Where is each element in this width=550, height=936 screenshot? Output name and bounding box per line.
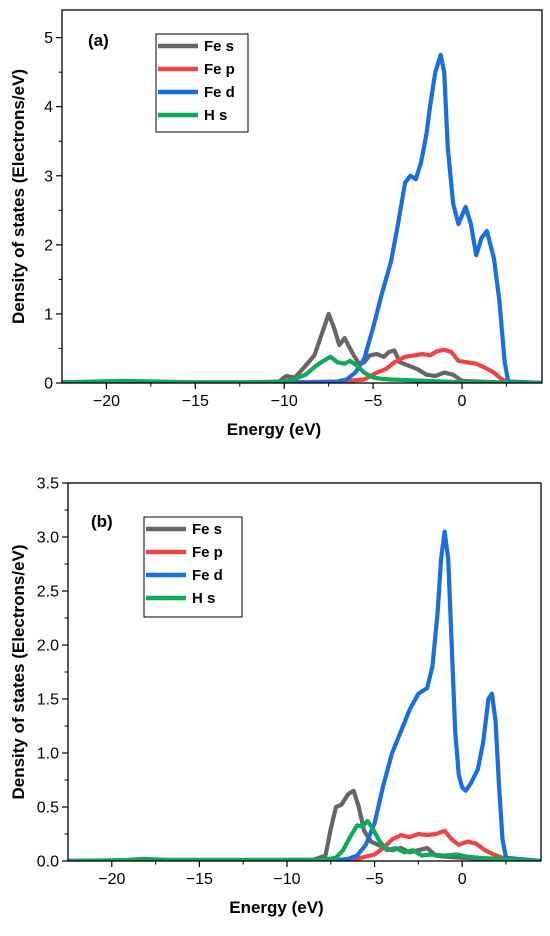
y-axis-title: Density of states (Electrons/eV) xyxy=(9,544,28,799)
y-tick-label: 3.0 xyxy=(37,530,59,547)
x-tick-label: −10 xyxy=(273,871,300,888)
y-tick-label: 4 xyxy=(44,99,53,116)
x-tick-label: −10 xyxy=(271,393,298,410)
series-line-fe-s xyxy=(62,311,542,383)
y-tick-label: 0.5 xyxy=(37,800,59,817)
y-tick-label: 1.0 xyxy=(37,746,59,763)
series-line-fe-d xyxy=(68,529,541,861)
plot-frame xyxy=(61,9,543,384)
legend-label: Fe d xyxy=(204,84,235,101)
legend-label: H s xyxy=(192,590,215,607)
y-tick-label: 1.5 xyxy=(37,692,59,709)
x-tick-label: −5 xyxy=(365,871,383,888)
x-axis-title: Energy (eV) xyxy=(229,898,323,917)
series-line-fe-s xyxy=(68,788,541,861)
legend-box xyxy=(143,516,243,618)
y-tick-label: 0 xyxy=(44,376,53,393)
legend-label: Fe p xyxy=(192,544,223,561)
legend-label: Fe s xyxy=(192,521,222,538)
x-tick-label: −5 xyxy=(364,393,382,410)
legend-label: H s xyxy=(204,107,227,124)
y-tick-label: 1 xyxy=(44,306,53,323)
y-axis-title: Density of states (Electrons/eV) xyxy=(9,69,28,324)
y-tick-label: 2.0 xyxy=(37,638,59,655)
legend-label: Fe d xyxy=(192,567,223,584)
x-tick-label: 0 xyxy=(458,871,467,888)
series-line-fe-d xyxy=(62,52,542,383)
panel-label: (a) xyxy=(88,31,109,50)
series-line-fe-p xyxy=(68,828,541,861)
legend-label: Fe p xyxy=(204,61,235,78)
series-line-h-s xyxy=(62,354,542,383)
panel-b: −20 −15 −10 −5 0 0.0 0.5 1.0 1.5 2.0 2.5 3.0 3.5 Ener… xyxy=(9,476,542,917)
plot-area xyxy=(62,52,542,383)
y-tick-label: 2.5 xyxy=(37,584,59,601)
panel-a: −20 −15 −10 −5 0 0 1 2 3 4 5 Energy (eV) Density of … xyxy=(9,9,543,439)
x-tick-label: −20 xyxy=(93,393,120,410)
plot-frame xyxy=(67,482,542,862)
plot-area xyxy=(68,529,541,861)
y-tick-label: 0.0 xyxy=(37,854,59,871)
legend: Fe s Fe p Fe d H s xyxy=(155,33,249,133)
x-tick-label: −20 xyxy=(98,871,125,888)
y-tick-label: 5 xyxy=(44,30,53,47)
x-tick-label: −15 xyxy=(186,871,213,888)
legend-box xyxy=(155,33,249,133)
y-tick-label: 3 xyxy=(44,168,53,185)
series-line-h-s xyxy=(68,818,541,861)
y-tick-label: 3.5 xyxy=(37,476,59,493)
panel-label: (b) xyxy=(91,512,113,531)
x-axis-title: Energy (eV) xyxy=(227,420,321,439)
x-tick-label: −15 xyxy=(182,393,209,410)
x-tick-label: 0 xyxy=(458,393,467,410)
legend: Fe s Fe p Fe d H s xyxy=(143,516,243,618)
y-tick-label: 2 xyxy=(44,237,53,254)
legend-label: Fe s xyxy=(204,38,234,55)
